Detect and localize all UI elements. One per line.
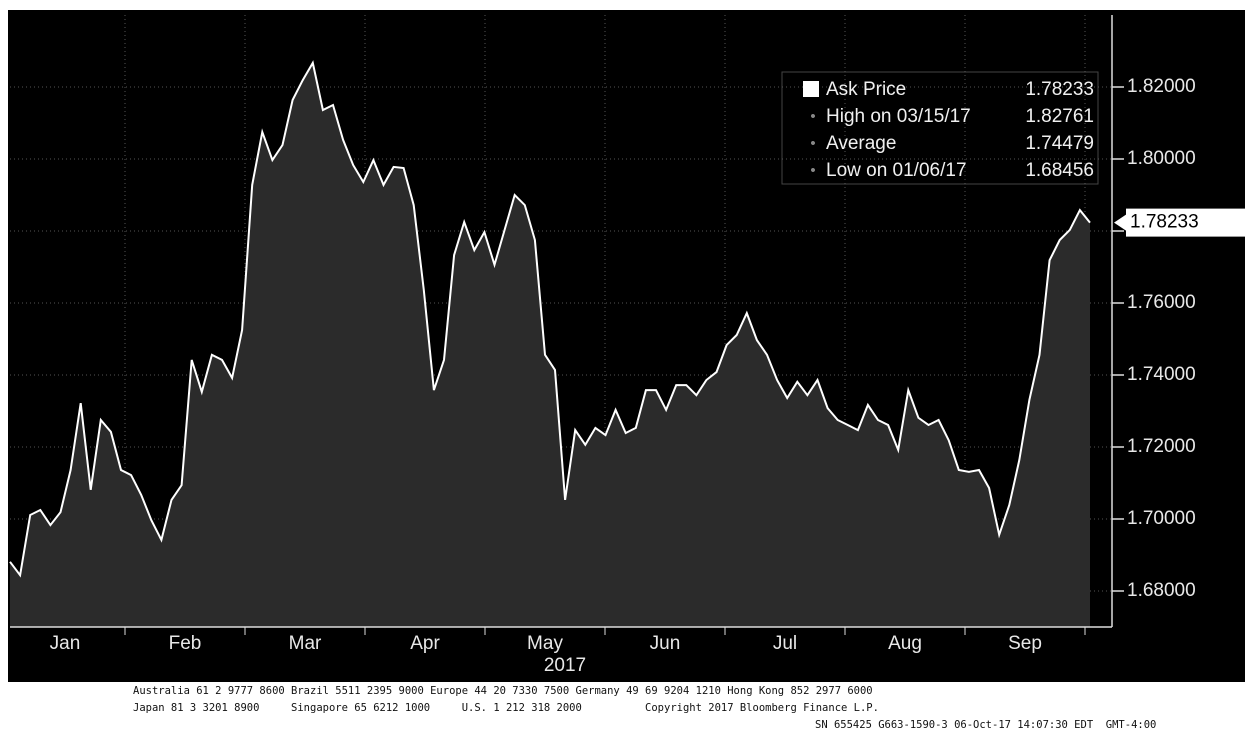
- y-tick-label: 1.74000: [1127, 364, 1196, 385]
- y-tick-label: 1.68000: [1127, 580, 1196, 601]
- price-tag-arrow: [1114, 214, 1126, 231]
- legend-icon: •: [810, 135, 815, 152]
- legend-icon: •: [810, 108, 815, 125]
- stat-label: Low on 01/06/17: [826, 160, 967, 181]
- line: [9, 60, 1091, 578]
- stat-value: 1.74479: [1025, 133, 1094, 154]
- price-tag-label: 1.78233: [1130, 212, 1199, 233]
- legend-box: [781, 71, 1099, 185]
- x-tick-label: Jul: [773, 633, 797, 654]
- stat-label: Average: [826, 133, 896, 154]
- x-tick-label: May: [527, 633, 563, 654]
- x-tick-label: Apr: [410, 633, 440, 654]
- x-tick-label: Aug: [888, 633, 922, 654]
- x-tick-label: Jun: [650, 633, 681, 654]
- x-tick-label: Jan: [50, 633, 81, 654]
- footer-line: Australia 61 2 9777 8600 Brazil 5511 239…: [133, 685, 873, 697]
- footer-line: Japan 81 3 3201 8900 Singapore 65 6212 1…: [133, 702, 879, 714]
- x-tick-label: Sep: [1008, 633, 1042, 654]
- legend-swatch: [803, 81, 819, 97]
- y-tick-label: 1.76000: [1127, 292, 1196, 313]
- price-tag: [1126, 208, 1245, 237]
- y-tick-label: 1.82000: [1127, 76, 1196, 97]
- legend-label: Ask Price: [826, 79, 906, 100]
- legend-value: 1.78233: [1025, 79, 1094, 100]
- footer-line: SN 655425 G663-1590-3 06-Oct-17 14:07:30…: [815, 719, 1156, 731]
- y-tick-label: 1.72000: [1127, 436, 1196, 457]
- y-tick-label: 1.80000: [1127, 148, 1196, 169]
- stat-value: 1.68456: [1025, 160, 1094, 181]
- stat-value: 1.82761: [1025, 106, 1094, 127]
- x-tick-label: Mar: [289, 633, 322, 654]
- stat-label: High on 03/15/17: [826, 106, 971, 127]
- y-tick-label: 1.70000: [1127, 508, 1196, 529]
- x-tick-label: Feb: [169, 633, 202, 654]
- area: [10, 62, 1090, 627]
- x-axis-label: 2017: [544, 655, 586, 676]
- legend-icon: •: [810, 162, 815, 179]
